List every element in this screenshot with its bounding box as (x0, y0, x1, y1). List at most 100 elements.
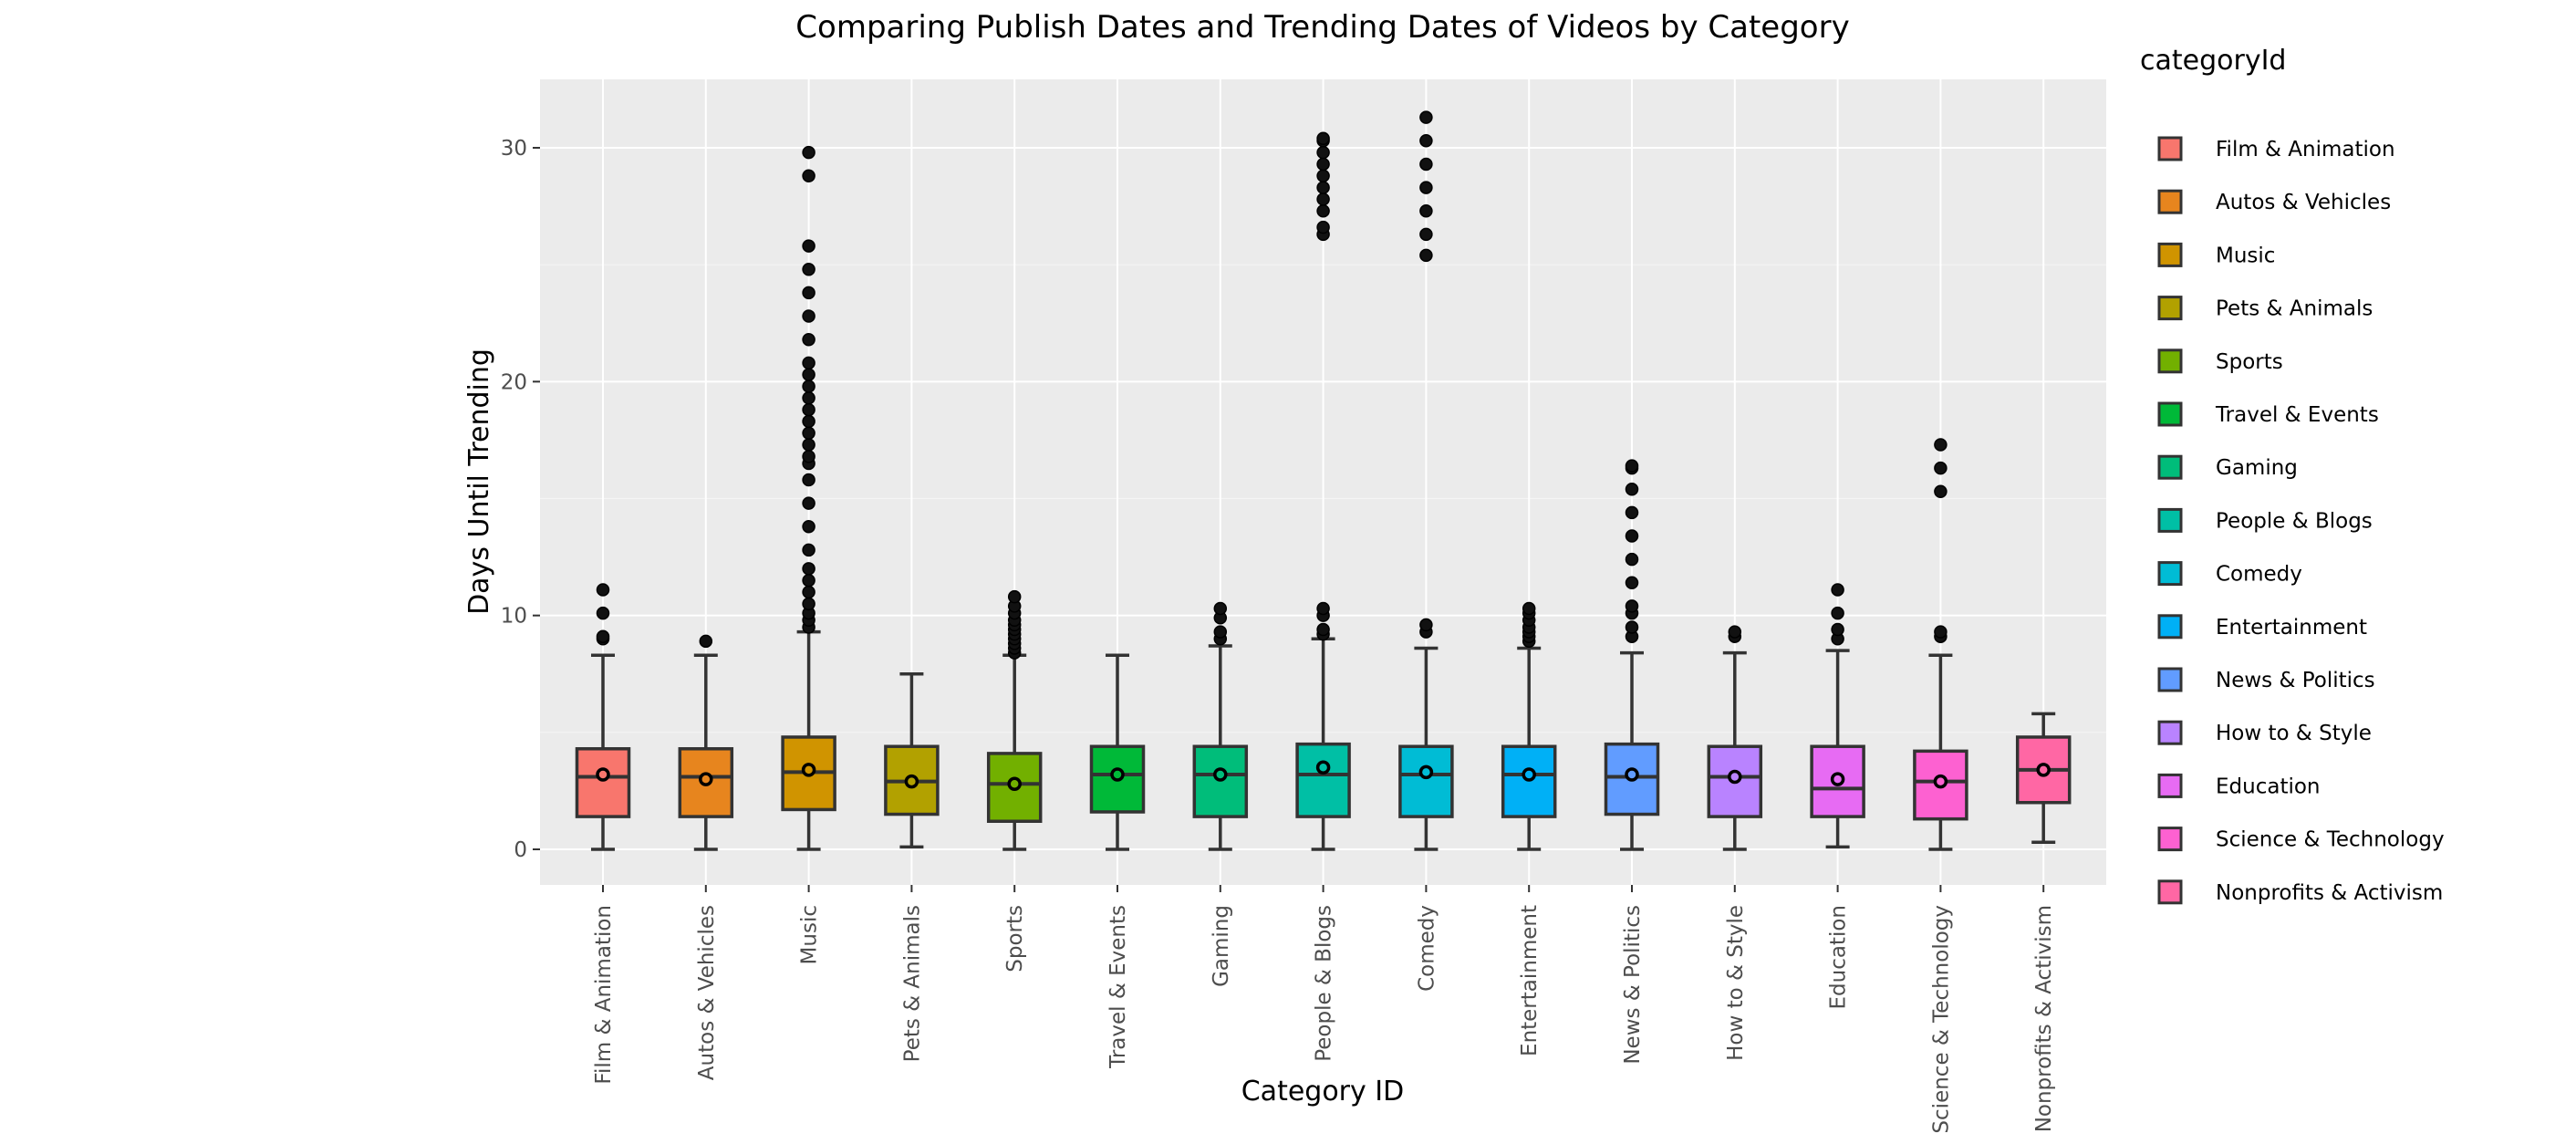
legend-swatch (2159, 828, 2181, 850)
outlier-point (1626, 460, 1638, 472)
outlier-point (1317, 170, 1329, 182)
outlier-point (803, 392, 815, 404)
y-tick-label: 20 (501, 370, 527, 394)
outlier-point (1317, 182, 1329, 193)
outlier-point (1420, 135, 1432, 147)
outlier-point (803, 380, 815, 392)
outlier-point (1626, 577, 1638, 588)
legend-item-label: Autos & Vehicles (2216, 191, 2391, 214)
outlier-point (803, 310, 815, 322)
box-iqr (577, 749, 629, 816)
mean-marker (1420, 766, 1431, 777)
y-tick-label: 30 (501, 137, 527, 161)
outlier-point (597, 584, 609, 596)
x-tick-label: Autos & Vehicles (695, 905, 719, 1080)
legend-item-label: Music (2216, 244, 2275, 267)
outlier-point (803, 473, 815, 485)
legend-item-label: Comedy (2216, 563, 2302, 587)
legend-swatch (2159, 775, 2181, 796)
legend-item-label: Pets & Animals (2216, 297, 2373, 321)
mean-marker (1318, 762, 1329, 773)
x-tick-label: Entertainment (1518, 905, 1542, 1056)
legend-swatch (2159, 191, 2181, 213)
outlier-point (803, 575, 815, 587)
legend-swatch (2159, 563, 2181, 585)
legend-item-label: How to & Style (2216, 722, 2372, 745)
mean-marker (1833, 774, 1844, 785)
outlier-point (1523, 602, 1535, 614)
legend-item-label: News & Politics (2216, 669, 2375, 692)
outlier-point (597, 608, 609, 619)
legend-item-label: Film & Animation (2216, 138, 2395, 161)
legend-swatch (2159, 669, 2181, 691)
outlier-point (1832, 624, 1844, 636)
outlier-point (1317, 132, 1329, 144)
outlier-point (1009, 591, 1021, 603)
outlier-point (1626, 554, 1638, 566)
mean-marker (906, 776, 917, 787)
legend-item-label: Science & Technology (2216, 828, 2445, 852)
legend-item-label: Travel & Events (2215, 403, 2379, 427)
outlier-point (1214, 602, 1226, 614)
legend-item-label: Education (2216, 775, 2321, 798)
outlier-point (1935, 626, 1947, 638)
mean-marker (1009, 778, 1020, 789)
outlier-point (1420, 182, 1432, 193)
outlier-point (1317, 222, 1329, 234)
x-tick-label: Film & Animation (592, 905, 616, 1085)
outlier-point (700, 635, 712, 647)
x-tick-label: Travel & Events (1106, 905, 1130, 1069)
outlier-point (803, 544, 815, 556)
outlier-point (1832, 608, 1844, 619)
outlier-point (1420, 249, 1432, 261)
mean-marker (1523, 769, 1534, 780)
x-tick-label: Science & Technology (1929, 905, 1953, 1134)
outlier-point (803, 598, 815, 609)
outlier-point (1729, 626, 1740, 638)
outlier-point (803, 404, 815, 416)
legend-swatch (2159, 297, 2181, 319)
outlier-point (803, 497, 815, 509)
outlier-point (1317, 158, 1329, 170)
outlier-point (803, 334, 815, 346)
legend-title: categoryId (2140, 45, 2286, 77)
legend-item-label: Nonprofits & Activism (2216, 881, 2443, 905)
legend-swatch (2159, 722, 2181, 744)
outlier-point (1420, 228, 1432, 240)
x-tick-label: Gaming (1210, 905, 1233, 987)
y-axis-label: Days Until Trending (463, 348, 495, 615)
legend-swatch (2159, 881, 2181, 903)
mean-marker (2038, 764, 2049, 775)
outlier-point (803, 264, 815, 276)
outlier-point (803, 286, 815, 298)
outlier-point (803, 240, 815, 252)
mean-marker (597, 769, 608, 780)
outlier-point (1214, 626, 1226, 638)
outlier-point (803, 427, 815, 439)
x-tick-label: Comedy (1415, 905, 1439, 992)
outlier-point (803, 147, 815, 159)
outlier-point (1832, 584, 1844, 596)
outlier-point (1935, 485, 1947, 497)
legend-swatch (2159, 244, 2181, 265)
mean-marker (701, 774, 712, 785)
mean-marker (804, 764, 815, 775)
x-axis-label: Category ID (1241, 1076, 1405, 1108)
outlier-point (803, 415, 815, 427)
outlier-point (1626, 621, 1638, 633)
outlier-point (1935, 439, 1947, 451)
legend-swatch (2159, 403, 2181, 425)
mean-marker (1215, 769, 1226, 780)
outlier-point (803, 563, 815, 575)
outlier-point (803, 521, 815, 533)
outlier-point (803, 451, 815, 463)
outlier-point (803, 357, 815, 369)
outlier-point (1626, 600, 1638, 612)
mean-marker (1935, 776, 1946, 787)
outlier-point (1420, 158, 1432, 170)
outlier-point (1317, 602, 1329, 614)
legend-item-label: Entertainment (2216, 616, 2367, 640)
mean-marker (1112, 769, 1123, 780)
legend-swatch (2159, 616, 2181, 638)
